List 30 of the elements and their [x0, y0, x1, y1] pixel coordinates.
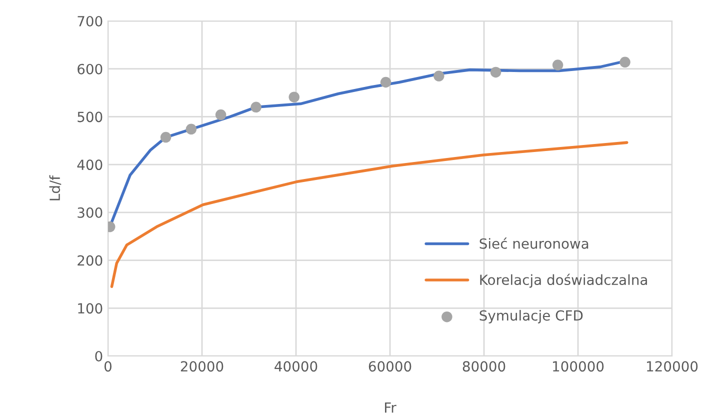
- point: [552, 60, 564, 70]
- x-tick-label: 40000: [274, 361, 318, 372]
- x-tick-label: 20000: [180, 361, 224, 372]
- x-tick-label: 120000: [647, 361, 698, 372]
- y-tick-label: 300: [78, 207, 102, 218]
- y-axis-title: Ld/f: [49, 175, 62, 200]
- y-tick-label: 700: [78, 16, 102, 26]
- x-tick-label: 100000: [553, 361, 604, 372]
- point: [215, 109, 226, 120]
- point: [490, 66, 502, 78]
- point: [186, 124, 197, 135]
- y-tick-label: 200: [78, 255, 102, 266]
- legend-label: Symulacje CFD: [480, 310, 583, 324]
- legend-label: Sieć neuronowa: [480, 238, 588, 249]
- x-axis-title: Fr: [385, 402, 396, 413]
- y-tick-label: 0: [95, 350, 102, 362]
- point: [160, 132, 172, 143]
- point: [380, 76, 392, 88]
- x-tick-label: 60000: [368, 361, 412, 372]
- y-tick-label: 600: [78, 64, 102, 74]
- y-tick-label: 500: [78, 112, 102, 122]
- x-tick-label: 0: [104, 361, 112, 372]
- point: [250, 102, 262, 113]
- y-tick-label: 100: [78, 303, 102, 314]
- point: [288, 92, 300, 102]
- point: [620, 56, 630, 68]
- point: [434, 70, 444, 82]
- y-tick-label: 400: [77, 160, 102, 170]
- x-tick-label: 80000: [462, 361, 506, 372]
- legend-label: Korelacja doświadczalna: [480, 274, 647, 288]
